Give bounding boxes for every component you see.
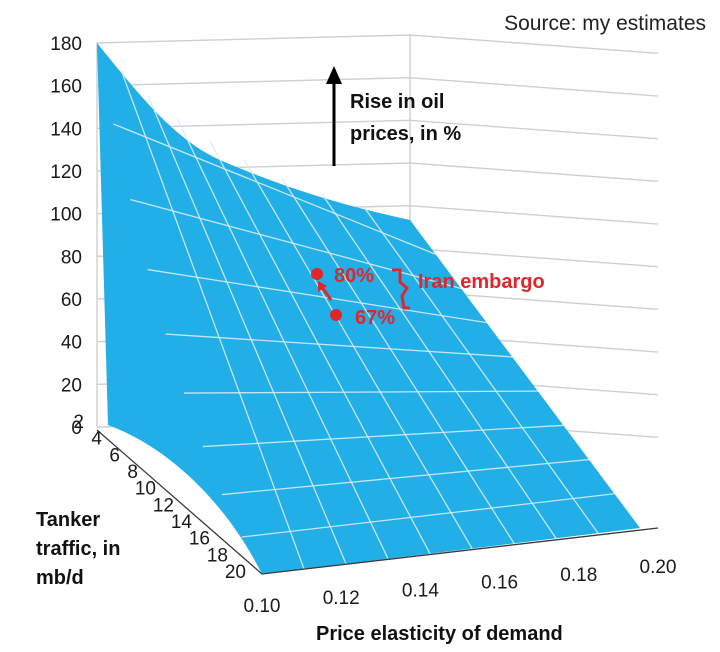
x-axis-ticks: 0.10 0.12 0.14 0.16 0.18 0.20 xyxy=(244,557,677,617)
z-axis-title: Rise in oil prices, in % xyxy=(326,66,461,166)
surface-mesh xyxy=(113,70,615,570)
mesh-line xyxy=(130,198,462,290)
point-80 xyxy=(311,268,323,280)
point-arrow-head-icon xyxy=(318,281,327,292)
y-tick-label: 8 xyxy=(127,462,138,483)
source-note: Source: my estimates xyxy=(504,12,706,35)
y-label-line2: traffic, in xyxy=(36,538,120,560)
z-tick-label: 160 xyxy=(50,77,82,98)
mesh-line xyxy=(147,268,487,324)
embargo-bracket xyxy=(392,268,410,310)
z-tick-label: 180 xyxy=(50,34,82,55)
y-label-line3: mb/d xyxy=(36,567,84,589)
mesh-line xyxy=(241,493,615,538)
y-tick-label: 16 xyxy=(189,529,210,550)
mesh-line xyxy=(221,458,589,496)
z-tick-label: 20 xyxy=(61,375,82,396)
point-67 xyxy=(330,309,342,321)
y-tick-label: 10 xyxy=(135,479,156,500)
z-tick-label: 80 xyxy=(61,247,82,268)
y-tick-label: 18 xyxy=(207,545,228,566)
surface xyxy=(97,43,640,574)
arrow-head-icon xyxy=(326,66,342,84)
y-label-line1: Tanker xyxy=(36,509,100,531)
mesh-line xyxy=(364,207,599,534)
floor-axes xyxy=(96,429,659,575)
x-tick-label: 0.18 xyxy=(560,565,597,586)
z-tick-label: 100 xyxy=(50,205,82,226)
z-axis-ticks: 0 20 40 60 80 100 120 140 160 180 xyxy=(50,34,82,439)
y-tick-label: 2 xyxy=(73,412,84,433)
y-tick-label: 12 xyxy=(153,495,174,516)
z-label-line2: prices, in % xyxy=(350,123,461,145)
mesh-line xyxy=(281,177,515,544)
label-67: 67% xyxy=(355,307,395,329)
floor-axis-lines xyxy=(96,429,659,575)
mesh-line xyxy=(243,160,473,549)
mesh-line xyxy=(120,70,305,570)
mesh-line xyxy=(321,193,557,539)
y-tick-label: 4 xyxy=(91,429,102,450)
x-tick-label: 0.10 xyxy=(244,596,281,617)
y-tick-label: 20 xyxy=(225,562,246,583)
x-tick-label: 0.14 xyxy=(402,580,439,601)
embargo-annotation: 80% 67% Iran embargo xyxy=(311,265,545,329)
x-tick-label: 0.16 xyxy=(481,573,518,594)
label-80: 80% xyxy=(334,265,374,287)
y-tick-label: 6 xyxy=(109,445,120,466)
mesh-line xyxy=(176,118,389,559)
x-axis-title: Price elasticity of demand xyxy=(316,623,563,645)
z-tick-label: 60 xyxy=(61,290,82,311)
surface-plane xyxy=(97,43,640,574)
x-tick-label: 0.12 xyxy=(323,588,360,609)
y-axis-title: Tanker traffic, in mb/d xyxy=(36,509,120,589)
mesh-line xyxy=(165,333,513,358)
z-tick-label: 140 xyxy=(50,119,82,140)
point-arrow xyxy=(320,286,333,301)
y-tick-label: 14 xyxy=(171,512,193,533)
z-tick-label: 40 xyxy=(61,333,82,354)
gridline xyxy=(96,34,659,55)
z-tick-label: 120 xyxy=(50,162,82,183)
mesh-line xyxy=(183,390,538,394)
z-tick-label: 0 xyxy=(71,418,82,439)
x-tick-label: 0.20 xyxy=(640,557,677,578)
z-label-line1: Rise in oil xyxy=(350,91,444,113)
mesh-line xyxy=(202,424,564,448)
mesh-line xyxy=(209,140,431,554)
label-iran-embargo: Iran embargo xyxy=(418,271,545,293)
